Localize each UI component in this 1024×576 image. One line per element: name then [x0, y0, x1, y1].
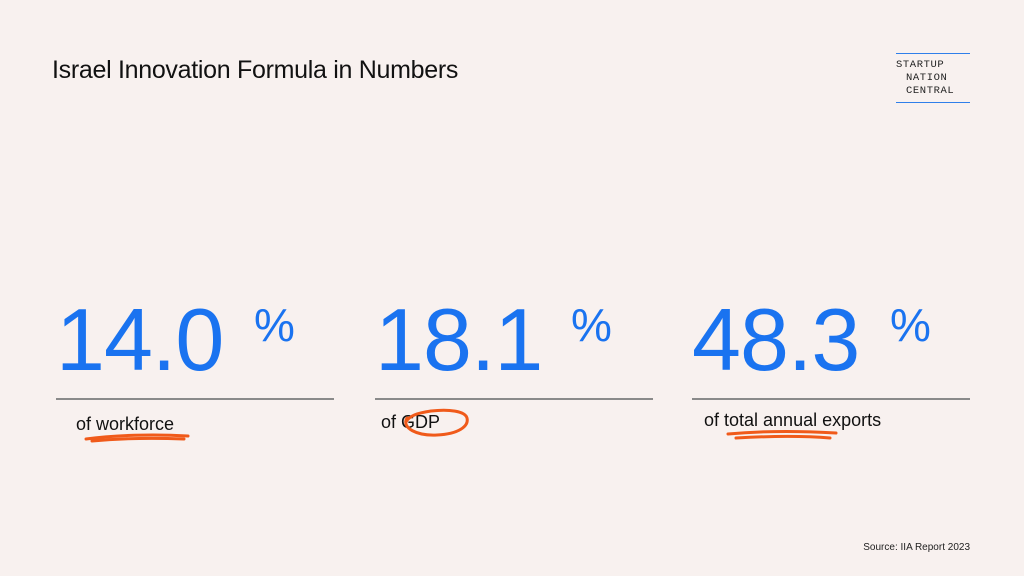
divider-line	[692, 398, 970, 400]
divider-line	[56, 398, 334, 400]
logo-line-2: NATION	[906, 72, 948, 84]
caption-prefix: of	[704, 410, 725, 430]
stat-unit: %	[571, 299, 612, 351]
stat-value: 14.0	[56, 290, 224, 389]
stat-caption: of workforce	[76, 414, 174, 435]
caption-highlight: workforce	[96, 414, 175, 434]
stat-caption: of total annual exports	[704, 410, 881, 431]
caption-highlight: total annual	[724, 410, 818, 430]
caption-suffix: exports	[817, 410, 882, 430]
stat-value: 48.3	[692, 290, 860, 389]
divider-line	[375, 398, 653, 400]
caption-prefix: of	[76, 414, 97, 434]
caption-prefix: of	[381, 412, 402, 432]
stat-exports: 48.3 % of total annual exports	[692, 290, 972, 470]
slide-title: Israel Innovation Formula in Numbers	[52, 56, 459, 84]
source-note: Source: IIA Report 2023	[863, 542, 970, 553]
stat-value: 18.1	[375, 290, 543, 389]
stat-unit: %	[254, 299, 295, 351]
logo-line-1: STARTUP	[896, 59, 945, 71]
logo-line-3: CENTRAL	[906, 85, 955, 97]
stat-workforce: 14.0 % of workforce	[56, 290, 336, 470]
underline-scribble	[84, 433, 190, 443]
underline-scribble	[726, 430, 838, 440]
startup-nation-central-logo: STARTUP NATION CENTRAL	[896, 53, 970, 103]
stat-unit: %	[890, 299, 931, 351]
circle-scribble	[404, 408, 469, 437]
stat-gdp: 18.1 % of GDP	[375, 290, 655, 470]
